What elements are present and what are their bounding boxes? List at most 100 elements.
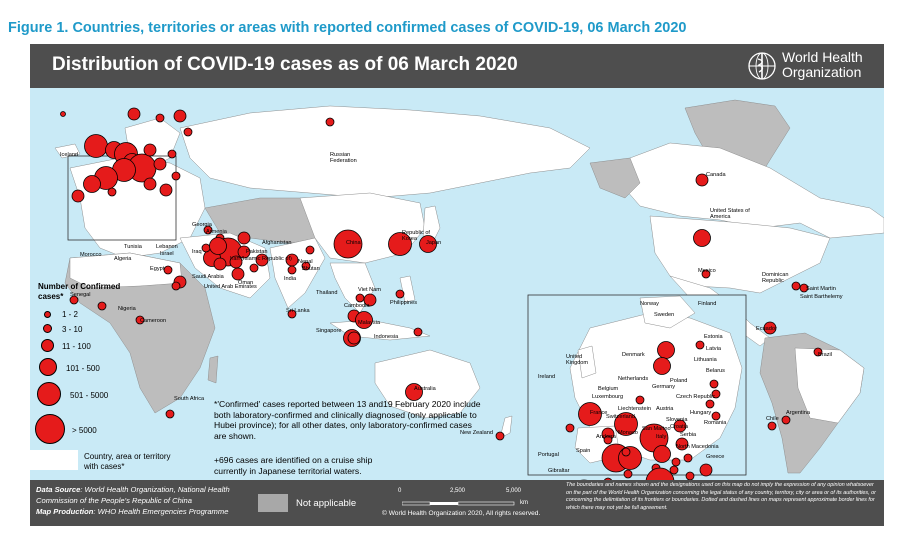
land-philippines bbox=[399, 275, 416, 303]
case-bubble bbox=[155, 113, 165, 123]
legend-dot-2 bbox=[43, 324, 52, 333]
scale-label-0: 0 bbox=[398, 488, 402, 494]
case-bubble bbox=[693, 229, 711, 247]
label-viet-nam: Viet Nam bbox=[358, 287, 381, 293]
inset-label-serbia: Serbia bbox=[680, 432, 697, 438]
label-singapore: Singapore bbox=[316, 328, 342, 334]
legend-label-5: 501 - 5000 bbox=[70, 391, 109, 400]
footer-production-text: : WHO Health Emergencies Programme bbox=[93, 507, 229, 516]
label-nigeria: Nigeria bbox=[118, 306, 136, 312]
map-title: Distribution of COVID-19 cases as of 06 … bbox=[52, 54, 518, 75]
case-bubble bbox=[203, 225, 213, 235]
label-afghanistan: Afghanistan bbox=[262, 240, 292, 246]
world-map bbox=[54, 99, 884, 480]
land-north-africa bbox=[69, 252, 183, 289]
label-tunisia: Tunisia bbox=[124, 244, 142, 250]
inset-label-ireland: Ireland bbox=[538, 374, 556, 380]
case-bubble bbox=[695, 173, 709, 187]
inset-label-luxembourg: Luxembourg bbox=[592, 394, 624, 400]
label-russia: Russian Federation bbox=[330, 152, 357, 165]
inset-label-netherlands: Netherlands bbox=[618, 376, 649, 382]
land-new-zealand bbox=[499, 415, 513, 439]
legend-dot-5 bbox=[37, 382, 61, 406]
case-bubble bbox=[143, 143, 157, 157]
label-cambodia: Cambodia bbox=[344, 303, 370, 309]
case-bubble bbox=[767, 421, 777, 431]
case-bubble bbox=[618, 446, 642, 470]
label-sri-lanka: Sri Lanka bbox=[286, 308, 310, 314]
case-bubble bbox=[355, 311, 373, 329]
europe-inset bbox=[527, 294, 747, 476]
land-africa bbox=[64, 252, 216, 414]
case-bubble bbox=[71, 189, 85, 203]
inset-label-croatia: Croatia bbox=[670, 424, 689, 430]
case-bubble bbox=[355, 293, 365, 303]
label-iceland: Iceland bbox=[60, 152, 79, 158]
case-bubble bbox=[419, 235, 437, 253]
case-bubble bbox=[171, 281, 181, 291]
label-uae: United Arab Emirates bbox=[204, 284, 257, 290]
footer-production-label: Map Production bbox=[36, 507, 94, 516]
legend-label-1: 1 - 2 bbox=[62, 310, 79, 319]
case-bubble bbox=[167, 149, 177, 159]
who-name: World Health Organization bbox=[782, 50, 863, 80]
case-bubble bbox=[635, 395, 645, 405]
legend: Number of Confirmed cases* 1 - 2 3 - 10 … bbox=[30, 282, 208, 471]
figure-title: Figure 1. Countries, territories or area… bbox=[8, 20, 687, 36]
inset-label-estonia: Estonia bbox=[704, 334, 723, 340]
case-bubble bbox=[255, 253, 269, 267]
case-bubble bbox=[127, 107, 141, 121]
scale-label-mid: 2,500 bbox=[450, 488, 466, 494]
case-bubble bbox=[603, 435, 613, 445]
case-bubble bbox=[163, 265, 173, 275]
case-bubble bbox=[143, 177, 157, 191]
label-malaysia: Malaysia bbox=[358, 320, 381, 326]
case-bubble bbox=[653, 357, 671, 375]
label-saint-barth: Saint Barthelemy bbox=[800, 294, 843, 300]
inset-label-hungary: Hungary bbox=[690, 410, 712, 416]
inset-label-spain: Spain bbox=[576, 448, 591, 454]
land-brazil bbox=[794, 347, 865, 424]
case-bubble bbox=[763, 321, 777, 335]
inset-label-czech: Czech Republic bbox=[676, 394, 716, 400]
inset-label-denmark: Denmark bbox=[622, 352, 645, 358]
inset-label-latvia: Latvia bbox=[706, 346, 721, 352]
case-bubble bbox=[69, 295, 79, 305]
who-name-line2: Organization bbox=[782, 64, 862, 80]
case-bubble bbox=[653, 445, 671, 463]
case-bubble bbox=[363, 293, 377, 307]
inset-label-andorra: Andorra bbox=[596, 434, 616, 440]
land-alaska bbox=[589, 157, 641, 199]
case-bubble bbox=[83, 175, 101, 193]
case-bubble bbox=[237, 231, 251, 245]
case-bubble bbox=[657, 341, 675, 359]
label-pakistan: Pakistan bbox=[246, 249, 268, 255]
case-bubble bbox=[287, 265, 297, 275]
legend-title: Number of Confirmed cases* bbox=[38, 282, 121, 301]
label-senegal: Senegal bbox=[70, 292, 91, 298]
inset-label-austria: Austria bbox=[656, 406, 674, 412]
case-bubble bbox=[675, 437, 689, 451]
inset-label-sweden: Sweden bbox=[654, 312, 675, 318]
land-australia bbox=[374, 349, 481, 419]
legend-label-4: 101 - 500 bbox=[66, 364, 100, 373]
legend-dot-6 bbox=[35, 414, 65, 444]
legend-label-6: > 5000 bbox=[72, 426, 97, 435]
label-china: China bbox=[346, 240, 361, 246]
note-cruise-ship: +696 cases are identified on a cruise sh… bbox=[214, 455, 373, 476]
case-bubble bbox=[183, 127, 193, 137]
case-bubble bbox=[683, 453, 693, 463]
inset-label-san-marino: San Marino bbox=[642, 426, 671, 432]
inset-label-switzerland: Switzerland bbox=[606, 414, 635, 420]
case-bubble bbox=[669, 465, 679, 475]
case-bubble bbox=[413, 327, 423, 337]
case-bubble bbox=[84, 134, 108, 158]
label-korea: Republic of Korea bbox=[402, 230, 430, 243]
footer-source-text: : World Health Organization, National He… bbox=[36, 485, 230, 505]
label-saint-martin: Saint Martin bbox=[806, 286, 836, 292]
land-masses bbox=[54, 99, 884, 474]
case-bubble bbox=[791, 281, 801, 291]
land-canada bbox=[619, 142, 884, 239]
case-bubble bbox=[614, 412, 638, 436]
case-bubble bbox=[645, 467, 675, 480]
